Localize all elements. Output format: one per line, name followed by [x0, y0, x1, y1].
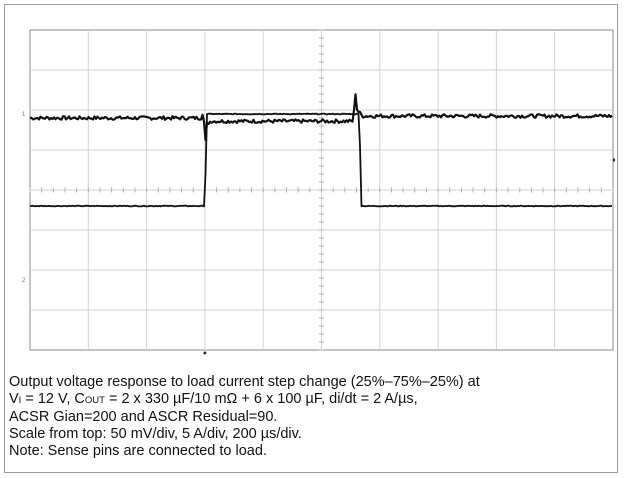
channel-1-marker: 1	[22, 112, 26, 118]
vi-symbol: V	[9, 391, 19, 407]
scope-markers: 12	[22, 112, 615, 355]
cout-subscript: OUT	[84, 395, 105, 406]
figure-caption: Output voltage response to load current …	[9, 374, 609, 460]
caption-line-5: Note: Sense pins are connected to load.	[9, 443, 267, 459]
caption-line-1: Output voltage response to load current …	[9, 374, 480, 390]
trace-line	[29, 93, 613, 141]
caption-line-4: Scale from top: 50 mV/div, 5 A/div, 200 …	[9, 426, 302, 442]
oscilloscope-plot: 12	[22, 29, 615, 355]
vi-value: = 12 V, C	[21, 391, 85, 407]
cout-value: = 2 x 330 µF/10 mΩ + 6 x 100 µF, di/dt =…	[104, 391, 418, 407]
trigger-position-marker	[203, 351, 207, 355]
caption-line-2: VI = 12 V, COUT = 2 x 330 µF/10 mΩ + 6 x…	[9, 391, 609, 409]
scope-traces	[29, 93, 613, 208]
vi-subscript: I	[18, 395, 22, 406]
caption-line-3: ACSR Gian=200 and ASCR Residual=90.	[9, 409, 278, 425]
scope-grid	[29, 29, 614, 351]
trace-line	[29, 112, 613, 208]
channel-2-marker: 2	[22, 278, 26, 284]
trigger-level-marker	[612, 158, 615, 162]
